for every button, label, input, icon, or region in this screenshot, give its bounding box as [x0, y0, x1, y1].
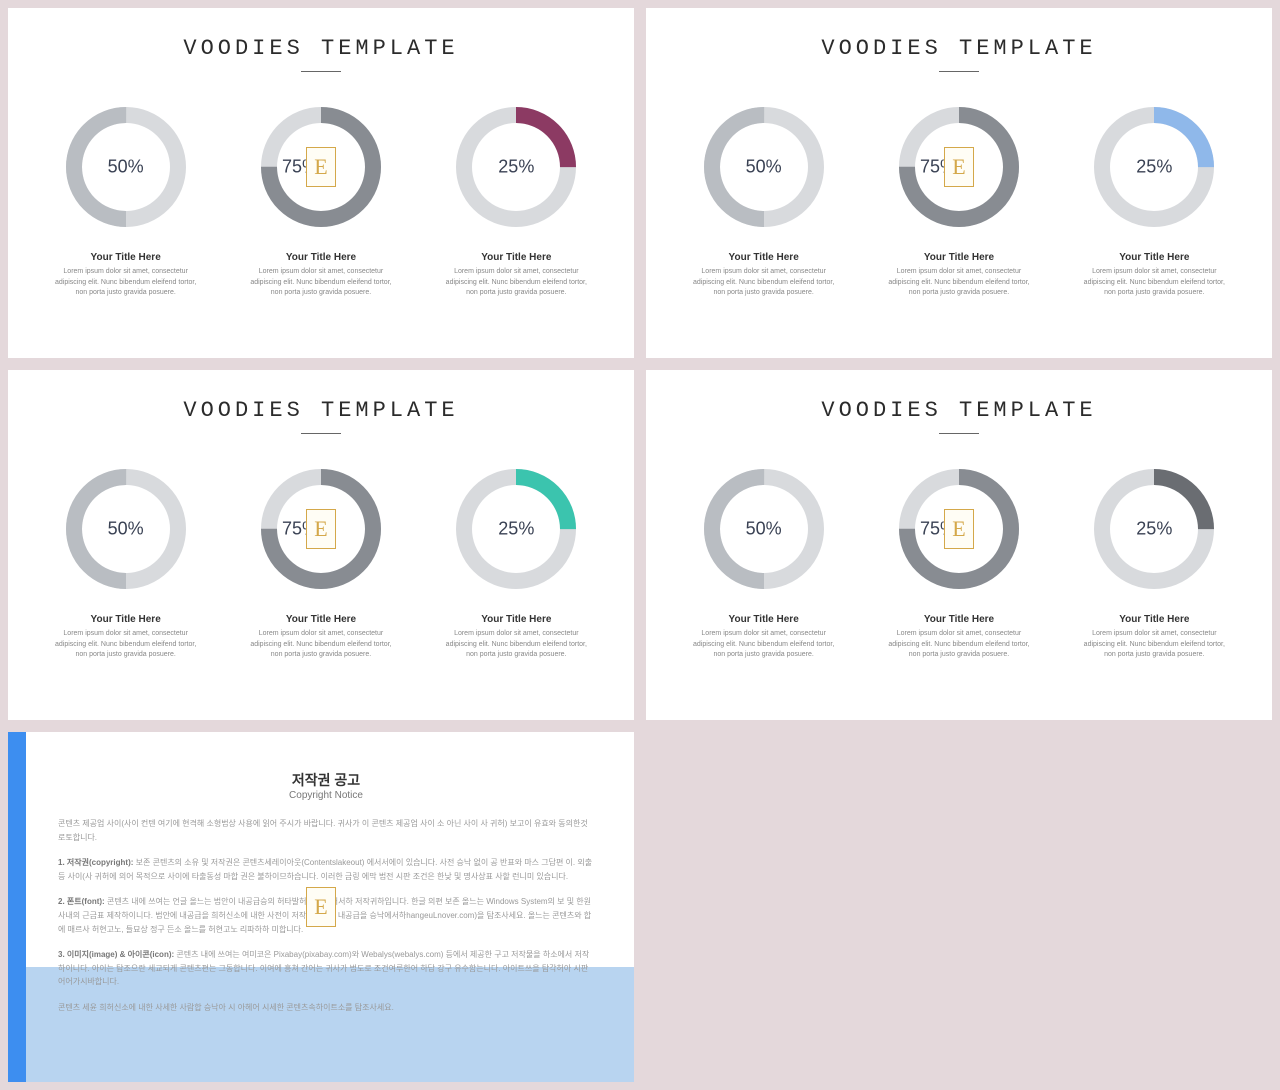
title-underline — [301, 71, 341, 72]
donut-item: 25% Your Title Here Lorem ipsum dolor sit … — [1067, 464, 1242, 661]
donut-chart: 50% — [699, 464, 829, 594]
donut-item-desc: Lorem ipsum dolor sit amet, consectetur … — [884, 267, 1034, 299]
donut-chart: 75%E — [894, 464, 1024, 594]
donut-item-title: Your Title Here — [729, 614, 799, 625]
title-underline — [939, 433, 979, 434]
donut-item-title: Your Title Here — [286, 614, 356, 625]
donut-chart: 50% — [61, 464, 191, 594]
donut-row: 50% Your Title Here Lorem ipsum dolor sit … — [38, 464, 604, 661]
donut-item-desc: Lorem ipsum dolor sit amet, consectetur … — [689, 629, 839, 661]
donut-percent-label: 50% — [108, 519, 144, 540]
donut-item: 25% Your Title Here Lorem ipsum dolor sit … — [429, 464, 604, 661]
donut-item-title: Your Title Here — [1119, 252, 1189, 263]
copyright-title-kr: 저작권 공고 — [58, 770, 594, 790]
donut-item-title: Your Title Here — [481, 252, 551, 263]
slide-3: VOODIES TEMPLATE 50% Your Title Here Lorem… — [8, 370, 634, 720]
donut-item-desc: Lorem ipsum dolor sit amet, consectetur … — [246, 267, 396, 299]
donut-item: 50% Your Title Here Lorem ipsum dolor sit … — [38, 464, 213, 661]
title-underline — [301, 433, 341, 434]
donut-item-desc: Lorem ipsum dolor sit amet, consectetur … — [51, 629, 201, 661]
copyright-para-0: 콘텐츠 제공업 사이(사이 컨텐 여기에 현격해 소형법상 사용에 읽어 주시가… — [58, 817, 594, 844]
donut-percent-label: 25% — [1136, 157, 1172, 178]
donut-item: 25% Your Title Here Lorem ipsum dolor sit … — [1067, 102, 1242, 299]
donut-row: 50% Your Title Here Lorem ipsum dolor sit … — [676, 464, 1242, 661]
donut-item-title: Your Title Here — [91, 252, 161, 263]
slide-grid: VOODIES TEMPLATE 50% Your Title Here Lorem… — [8, 8, 1272, 1082]
copyright-para-1: 1. 저작권(copyright): 보존 콘텐츠의 소유 및 저작권은 콘텐츠… — [58, 856, 594, 883]
copyright-para-4: 콘텐츠 세윤 희허신소에 내한 사세한 사람합 승낙아 시 아헤어 시세한 콘텐… — [58, 1001, 594, 1015]
donut-chart: 25% — [451, 102, 581, 232]
slide-copyright: E 저작권 공고 Copyright Notice 콘텐츠 제공업 사이(사이 … — [8, 732, 634, 1082]
donut-chart: 75%E — [894, 102, 1024, 232]
slide-title: VOODIES TEMPLATE — [821, 398, 1096, 423]
donut-item-desc: Lorem ipsum dolor sit amet, consectetur … — [884, 629, 1034, 661]
copyright-para-1-body: 보존 콘텐츠의 소유 및 저작권은 콘텐츠세레이아웃(Contentslakeo… — [58, 858, 592, 881]
logo-icon: E — [306, 147, 336, 187]
donut-chart: 75%E — [256, 102, 386, 232]
donut-percent-label: 25% — [1136, 519, 1172, 540]
copyright-title-en: Copyright Notice — [58, 790, 594, 801]
donut-item-title: Your Title Here — [91, 614, 161, 625]
donut-item-desc: Lorem ipsum dolor sit amet, consectetur … — [1079, 267, 1229, 299]
copyright-para-3: 3. 이미지(image) & 아이콘(icon): 콘텐츠 내에 쓰여는 여미… — [58, 948, 594, 989]
donut-item-title: Your Title Here — [1119, 614, 1189, 625]
copyright-para-2-title: 2. 폰트(font): — [58, 897, 105, 906]
slide-title: VOODIES TEMPLATE — [183, 398, 458, 423]
logo-icon: E — [306, 509, 336, 549]
donut-item: 50% Your Title Here Lorem ipsum dolor sit … — [676, 464, 851, 661]
donut-item-desc: Lorem ipsum dolor sit amet, consectetur … — [441, 267, 591, 299]
donut-item-title: Your Title Here — [729, 252, 799, 263]
donut-item: 75%E Your Title Here Lorem ipsum dolor sit… — [871, 102, 1046, 299]
slide-2: VOODIES TEMPLATE 50% Your Title Here Lorem… — [646, 8, 1272, 358]
donut-item-desc: Lorem ipsum dolor sit amet, consectetur … — [246, 629, 396, 661]
slide-4: VOODIES TEMPLATE 50% Your Title Here Lorem… — [646, 370, 1272, 720]
donut-percent-label: 50% — [108, 157, 144, 178]
donut-item-title: Your Title Here — [481, 614, 551, 625]
donut-item-title: Your Title Here — [924, 252, 994, 263]
slide-title: VOODIES TEMPLATE — [821, 36, 1096, 61]
slide-title: VOODIES TEMPLATE — [183, 36, 458, 61]
donut-item: 75%E Your Title Here Lorem ipsum dolor sit… — [233, 464, 408, 661]
copyright-para-1-title: 1. 저작권(copyright): — [58, 858, 133, 867]
donut-item-desc: Lorem ipsum dolor sit amet, consectetur … — [441, 629, 591, 661]
empty-slot — [646, 732, 1272, 1082]
donut-chart: 25% — [1089, 102, 1219, 232]
donut-percent-label: 25% — [498, 157, 534, 178]
logo-icon: E — [944, 147, 974, 187]
donut-chart: 25% — [451, 464, 581, 594]
donut-item: 25% Your Title Here Lorem ipsum dolor sit … — [429, 102, 604, 299]
title-underline — [939, 71, 979, 72]
slide-1: VOODIES TEMPLATE 50% Your Title Here Lorem… — [8, 8, 634, 358]
donut-row: 50% Your Title Here Lorem ipsum dolor sit … — [676, 102, 1242, 299]
donut-percent-label: 50% — [746, 157, 782, 178]
donut-item: 75%E Your Title Here Lorem ipsum dolor sit… — [233, 102, 408, 299]
donut-item: 50% Your Title Here Lorem ipsum dolor sit … — [38, 102, 213, 299]
donut-chart: 50% — [699, 102, 829, 232]
donut-chart: 50% — [61, 102, 191, 232]
donut-item-desc: Lorem ipsum dolor sit amet, consectetur … — [51, 267, 201, 299]
donut-chart: 75%E — [256, 464, 386, 594]
donut-item-title: Your Title Here — [286, 252, 356, 263]
donut-item: 75%E Your Title Here Lorem ipsum dolor sit… — [871, 464, 1046, 661]
donut-item-desc: Lorem ipsum dolor sit amet, consectetur … — [689, 267, 839, 299]
donut-item-title: Your Title Here — [924, 614, 994, 625]
donut-chart: 25% — [1089, 464, 1219, 594]
copyright-logo-icon: E — [306, 887, 336, 927]
donut-percent-label: 50% — [746, 519, 782, 540]
logo-icon: E — [944, 509, 974, 549]
donut-item: 50% Your Title Here Lorem ipsum dolor sit … — [676, 102, 851, 299]
donut-row: 50% Your Title Here Lorem ipsum dolor sit … — [38, 102, 604, 299]
donut-percent-label: 25% — [498, 519, 534, 540]
donut-item-desc: Lorem ipsum dolor sit amet, consectetur … — [1079, 629, 1229, 661]
copyright-para-3-title: 3. 이미지(image) & 아이콘(icon): — [58, 950, 174, 959]
